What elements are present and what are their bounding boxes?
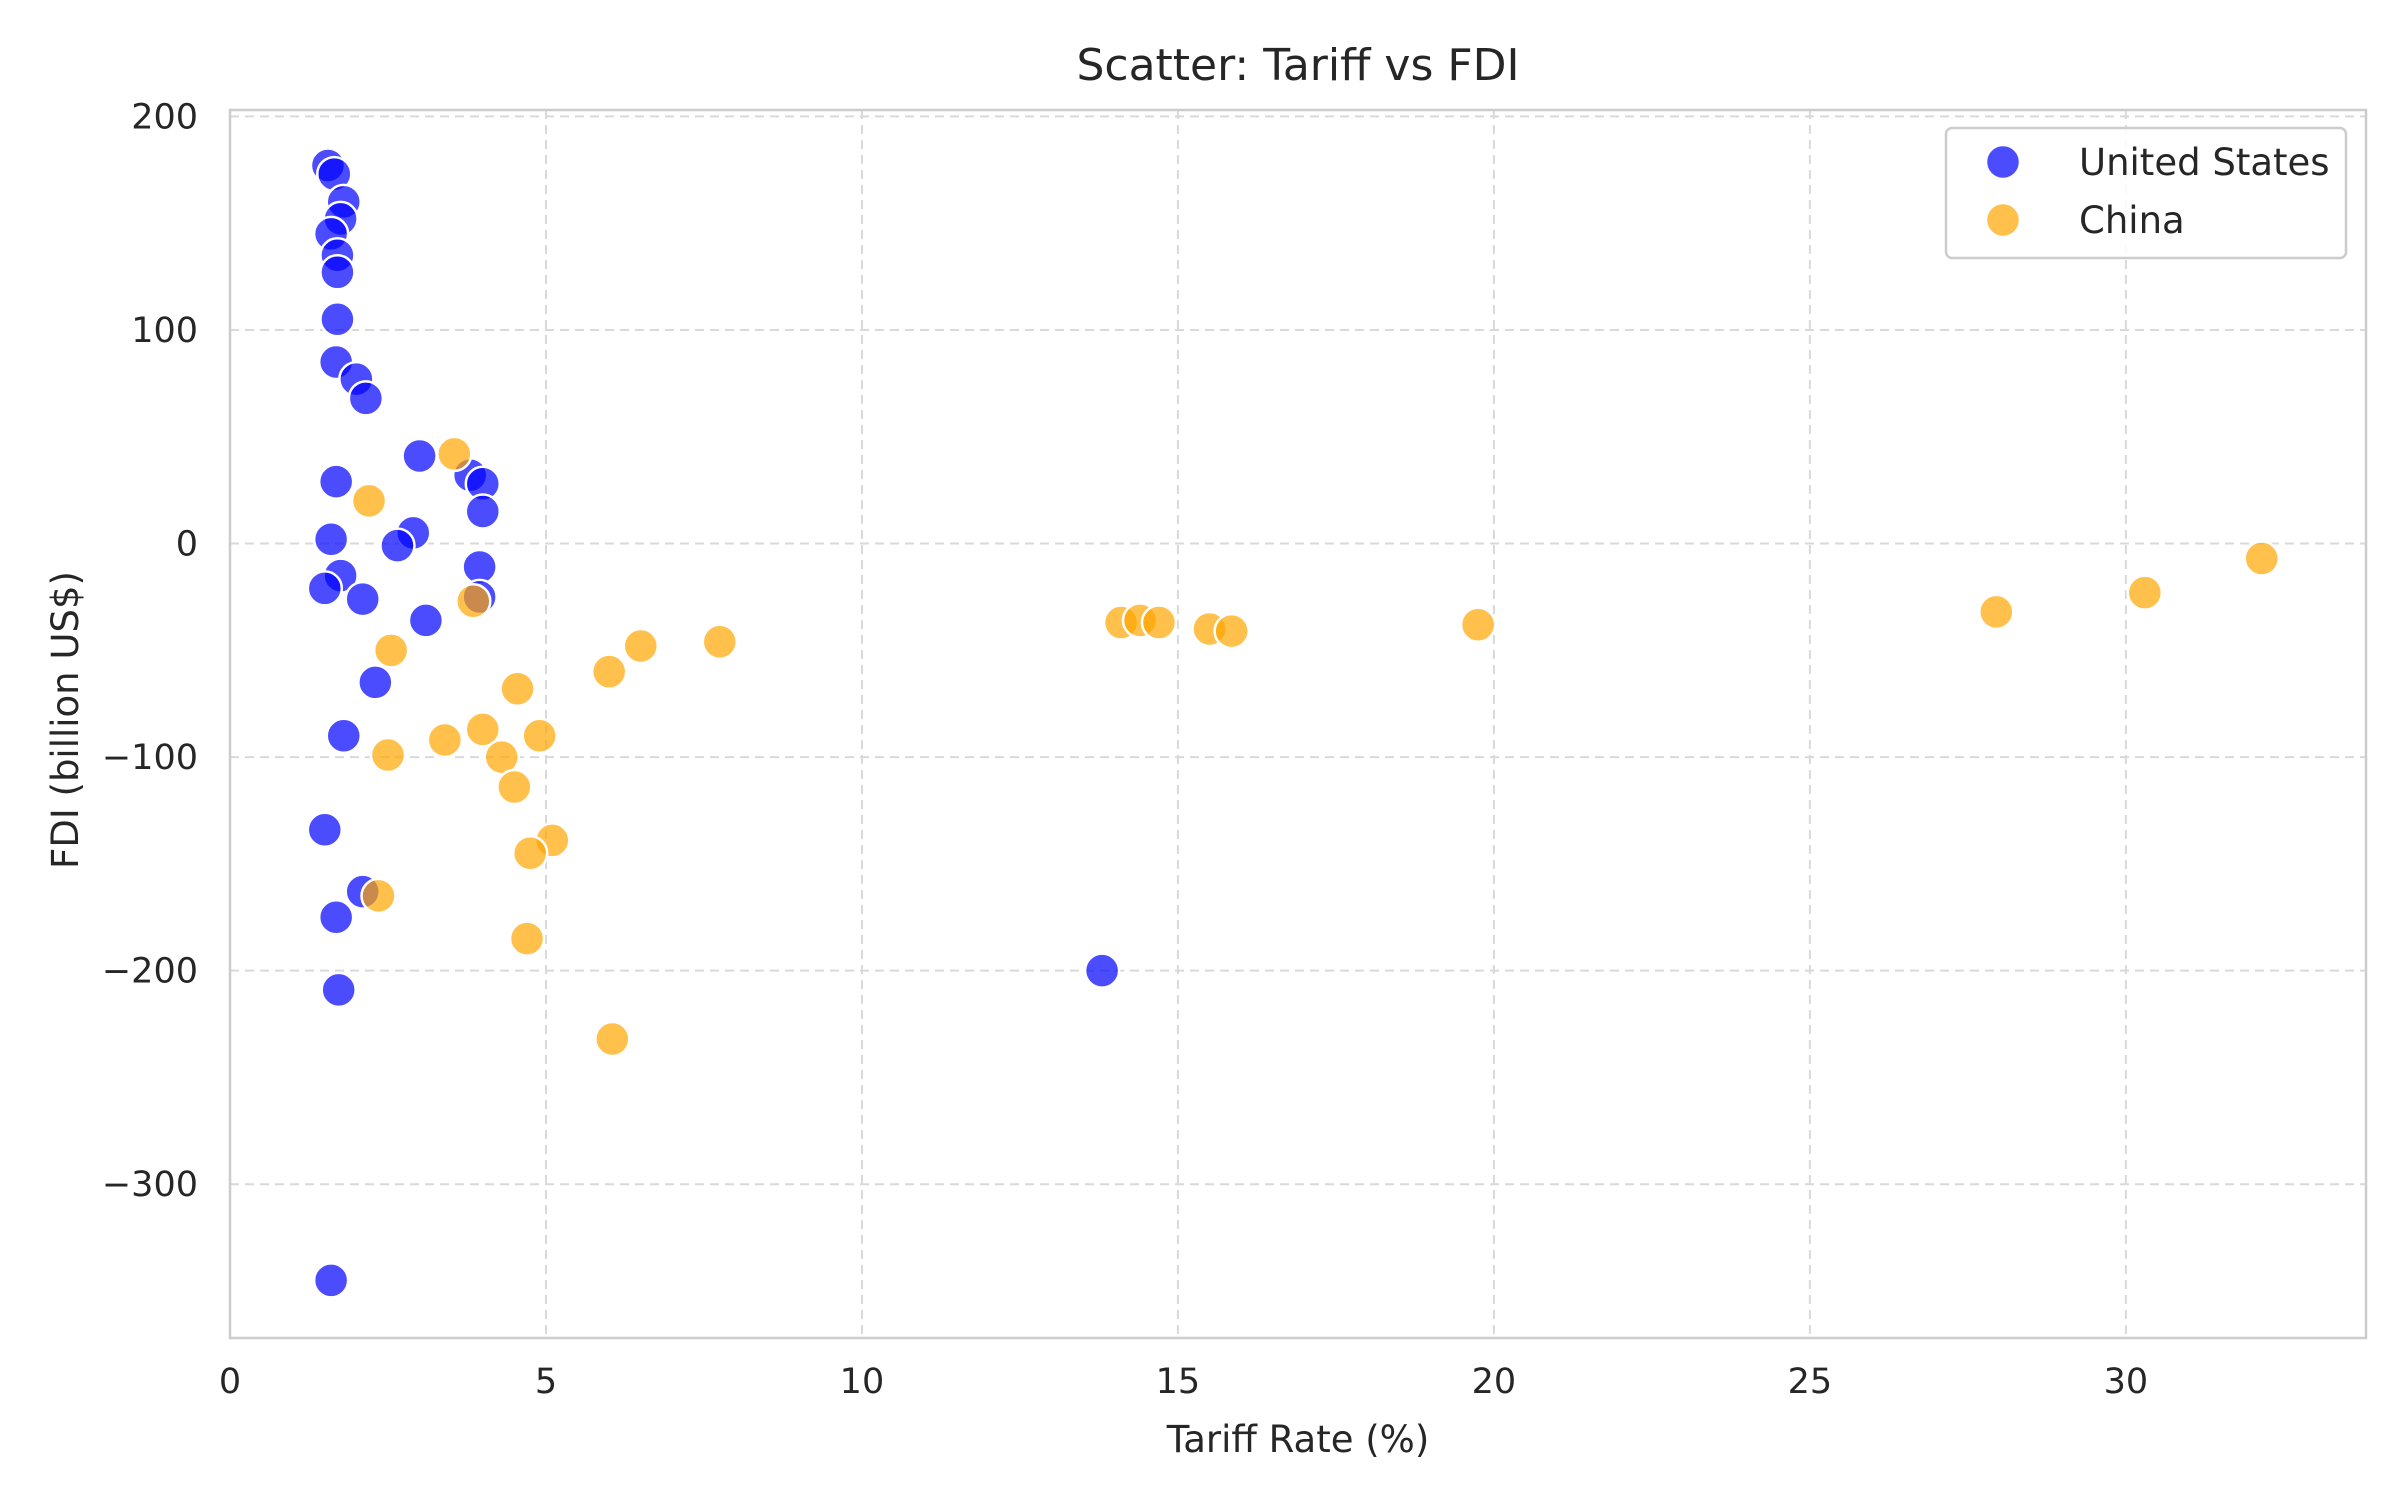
legend-box (1944, 126, 2348, 260)
data-point (344, 580, 381, 618)
x-axis-label: Tariff Rate (%) (1166, 1418, 1430, 1461)
grid (229, 110, 2366, 1338)
data-point (312, 521, 350, 558)
data-point (521, 717, 558, 754)
data-point (350, 482, 388, 520)
y-tick-label: 200 (131, 97, 198, 137)
data-point (360, 877, 397, 915)
chart-title: Scatter: Tariff vs FDI (1076, 40, 1519, 91)
data-point (590, 653, 628, 690)
data-point (1140, 604, 1178, 641)
data-point (372, 632, 410, 669)
x-tick-label: 15 (1156, 1362, 1201, 1402)
y-axis-label: FDI (billion US$) (44, 571, 87, 869)
data-point (369, 736, 407, 774)
legend-marker (1984, 201, 2022, 239)
x-tick-label: 10 (840, 1362, 885, 1402)
x-axis-ticks: 0 5 10 15 20 25 30 (219, 1362, 2148, 1402)
data-point (464, 493, 502, 530)
x-tick-label: 25 (1788, 1362, 1833, 1402)
y-tick-label: −300 (102, 1165, 198, 1205)
data-point (317, 463, 355, 500)
data-point (312, 1262, 350, 1299)
data-point (436, 435, 473, 473)
x-tick-label: 20 (1472, 1362, 1517, 1402)
data-point (1213, 612, 1250, 650)
x-tick-label: 30 (2104, 1362, 2149, 1402)
data-point (379, 527, 416, 564)
data-point (357, 664, 394, 701)
data-point (306, 811, 344, 848)
legend-marker (1984, 143, 2022, 181)
data-point (1083, 952, 1121, 989)
data-point (594, 1020, 631, 1058)
legend-label: China (2079, 199, 2185, 242)
data-point (347, 380, 385, 417)
series-1 (350, 435, 2280, 1058)
data-point (320, 971, 357, 1009)
data-point (499, 670, 536, 708)
data-point (2243, 540, 2280, 577)
legend: United States China (1944, 126, 2348, 260)
y-axis-ticks: 200 100 0 −100 −200 −300 (102, 97, 198, 1205)
data-point (464, 711, 502, 748)
data-points (306, 147, 2280, 1299)
data-point (426, 721, 464, 759)
y-tick-label: −100 (102, 738, 198, 778)
data-point (1459, 606, 1497, 643)
data-point (496, 768, 533, 806)
data-point (319, 301, 356, 338)
y-tick-label: −200 (102, 952, 198, 992)
series-0 (306, 147, 1121, 1299)
x-tick-label: 0 (219, 1362, 241, 1402)
data-point (701, 623, 739, 661)
data-point (1978, 593, 2015, 631)
data-point (325, 717, 363, 754)
legend-label: United States (2079, 141, 2330, 184)
data-point (306, 570, 344, 607)
data-point (407, 602, 445, 639)
data-point (317, 899, 355, 936)
x-tick-label: 5 (535, 1362, 557, 1402)
data-point (455, 582, 492, 620)
y-tick-label: 0 (176, 525, 198, 565)
data-point (2126, 574, 2164, 611)
data-point (511, 834, 549, 872)
data-point (401, 437, 438, 475)
data-point (319, 254, 356, 291)
legend-items: United States China (1984, 141, 2330, 242)
plot-frame (228, 108, 2368, 1340)
y-tick-label: 100 (131, 311, 198, 351)
data-point (508, 920, 546, 957)
data-point (622, 627, 660, 665)
